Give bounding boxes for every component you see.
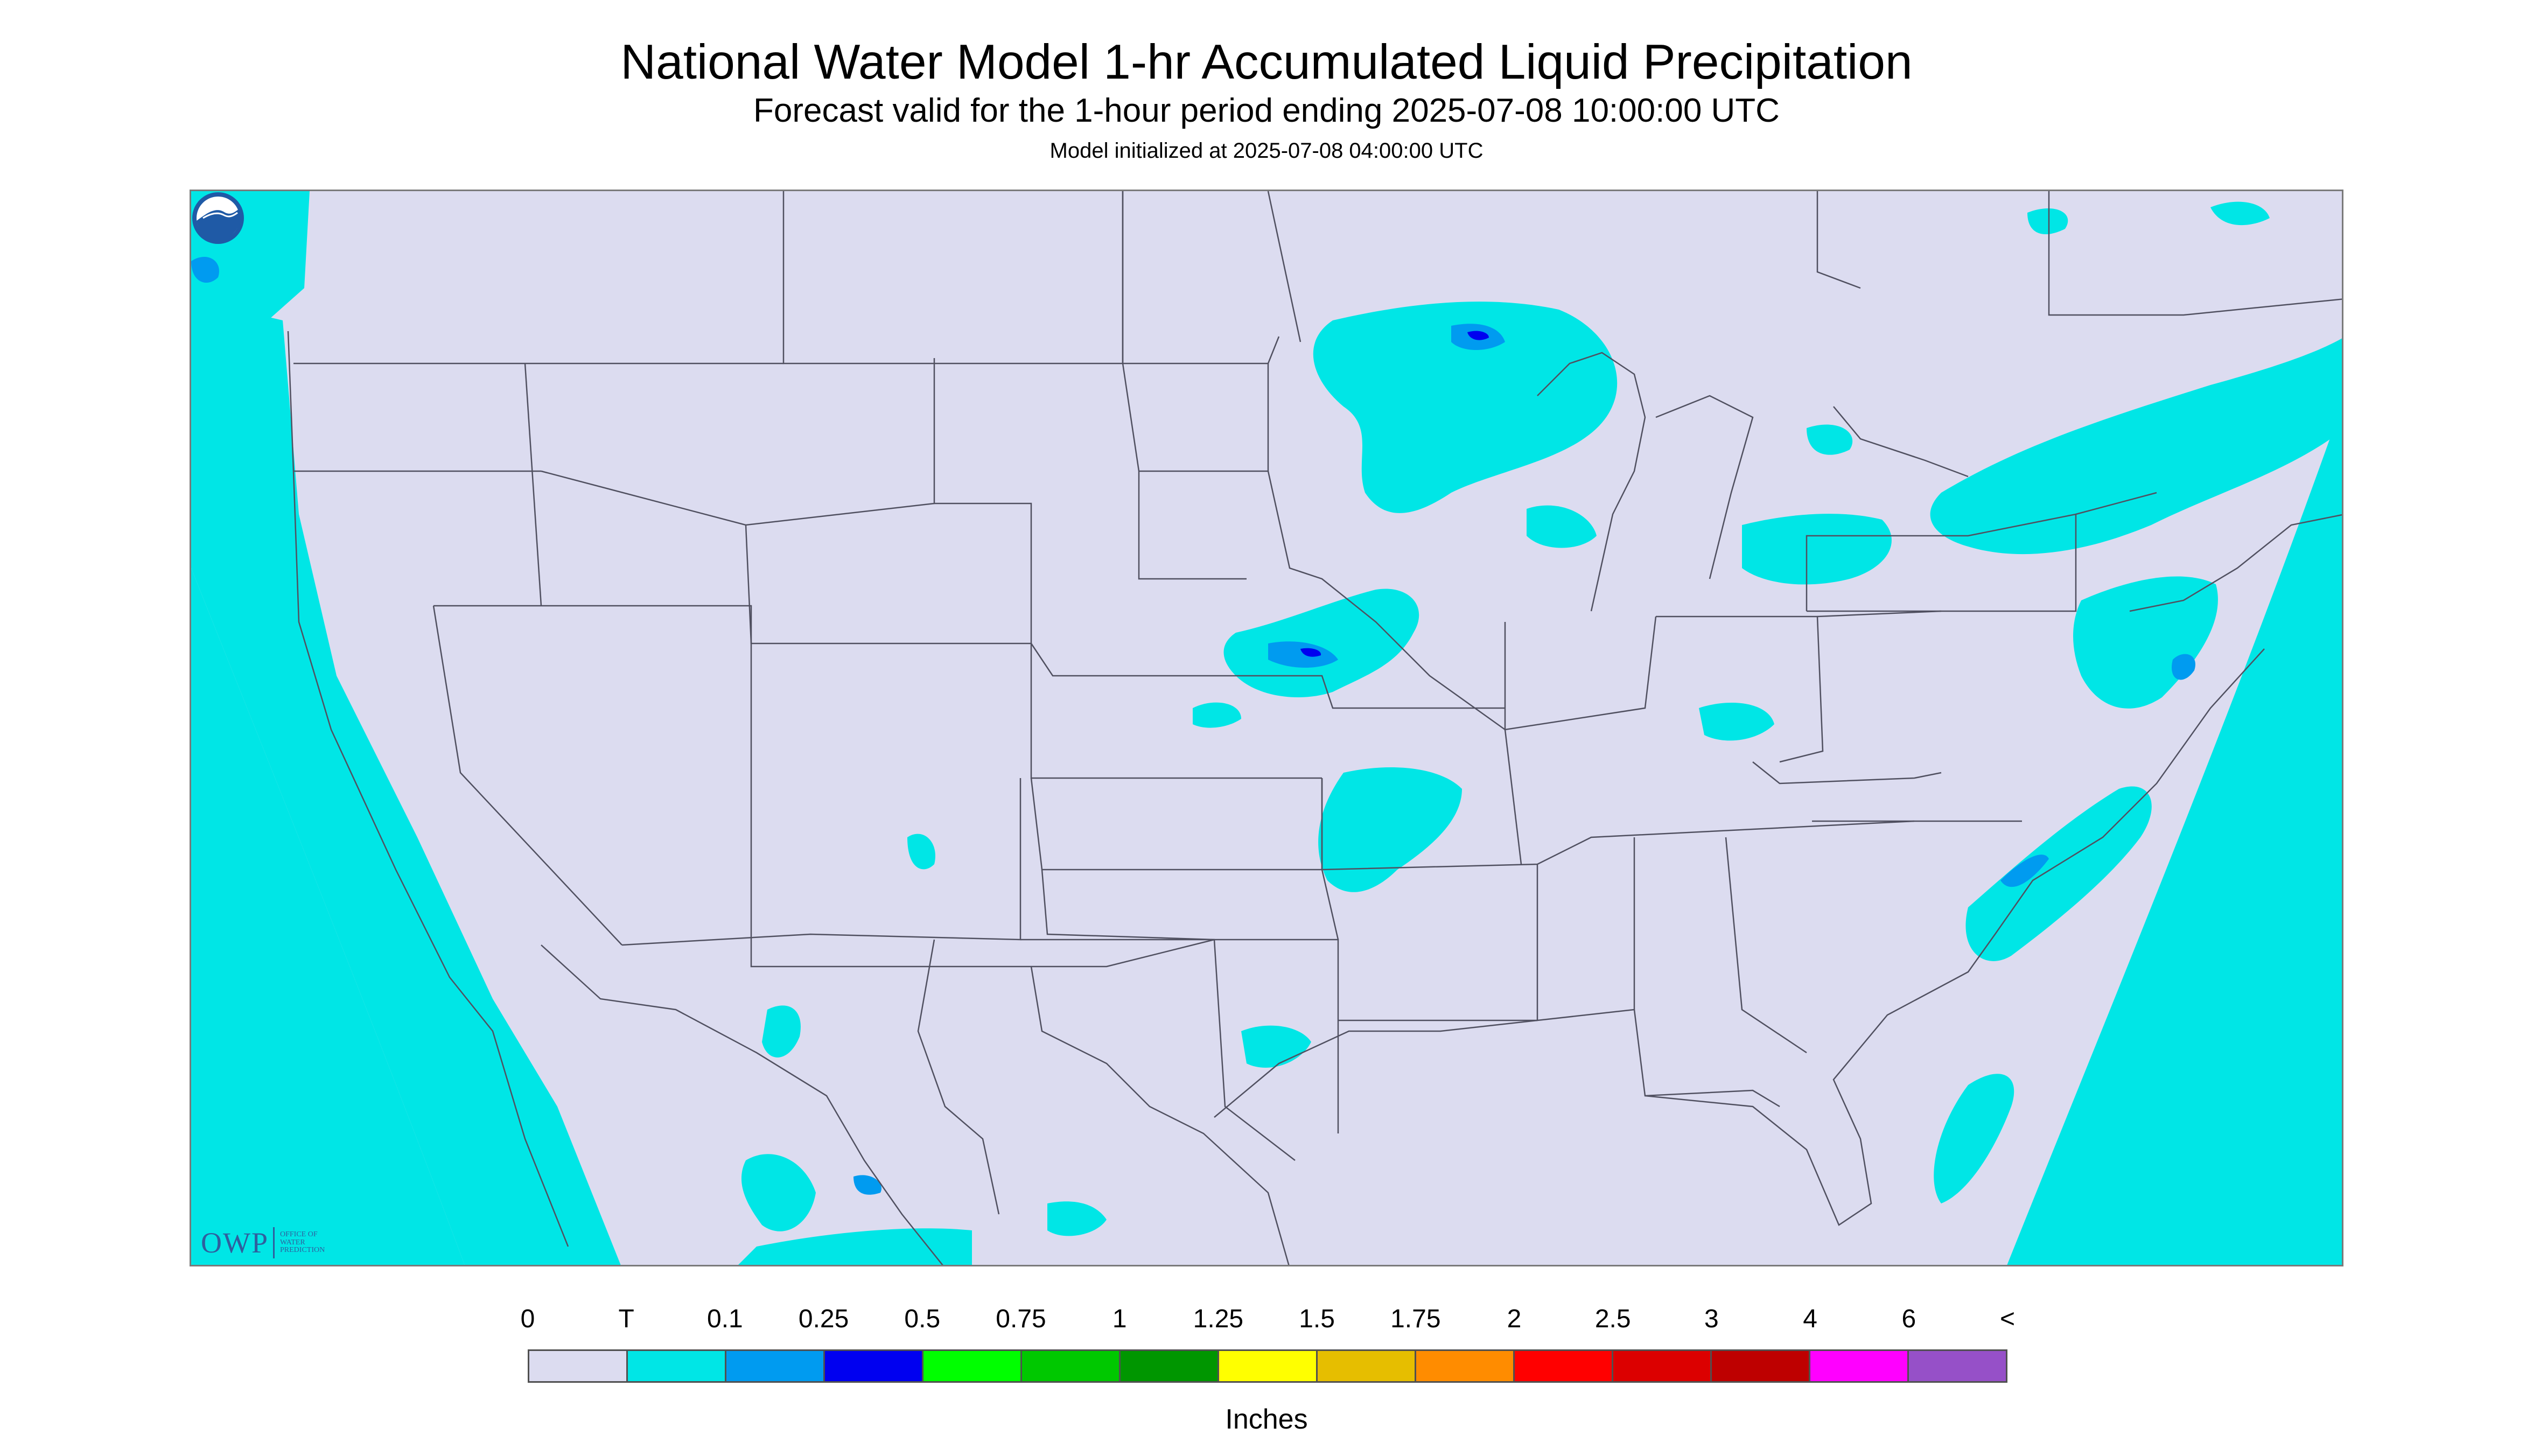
legend-tick-label: 1 <box>1112 1305 1127 1333</box>
legend-swatch <box>1020 1349 1121 1383</box>
owp-logo-text: OFFICE OF WATER PREDICTION <box>280 1230 325 1255</box>
legend-tick-label: 0.1 <box>707 1305 743 1333</box>
owp-logo: OWP OFFICE OF WATER PREDICTION <box>201 1224 339 1262</box>
chart-title: National Water Model 1-hr Accumulated Li… <box>620 35 1913 89</box>
legend-swatch <box>1809 1349 1909 1383</box>
legend-tick-label: 6 <box>1901 1305 1916 1333</box>
init-time-line: Model initialized at 2025-07-08 04:00:00… <box>1049 139 1484 163</box>
owp-logo-divider <box>273 1227 275 1258</box>
legend-swatch <box>1513 1349 1613 1383</box>
legend-swatch <box>823 1349 923 1383</box>
legend-swatch <box>528 1349 628 1383</box>
map-canvas <box>191 191 2342 1265</box>
legend-tick-label: < <box>1999 1305 2016 1333</box>
legend-tick-label: 1.5 <box>1299 1305 1335 1333</box>
outside-domain-east <box>2007 405 2342 1265</box>
legend-swatch <box>1415 1349 1515 1383</box>
precipitation-map: OWP OFFICE OF WATER PREDICTION <box>190 190 2343 1266</box>
legend-swatch <box>1316 1349 1416 1383</box>
legend-tick-label: 0 <box>520 1305 535 1333</box>
legend-tick-label: 0.25 <box>798 1305 849 1333</box>
chart-subtitle: Forecast valid for the 1-hour period end… <box>753 92 1780 129</box>
legend-swatch <box>1710 1349 1810 1383</box>
legend-swatch <box>922 1349 1022 1383</box>
legend-swatch <box>1217 1349 1318 1383</box>
legend-units-label: Inches <box>1225 1404 1308 1435</box>
legend-swatch <box>626 1349 726 1383</box>
legend-tick-label: 1.75 <box>1390 1305 1441 1333</box>
legend-tick-label: 2 <box>1507 1305 1522 1333</box>
legend-swatch <box>1907 1349 2007 1383</box>
noaa-seal-icon <box>192 192 244 244</box>
owp-logo-mark: OWP <box>201 1227 269 1259</box>
legend-tick-label: 0.5 <box>904 1305 941 1333</box>
legend-tick-label: 0.75 <box>996 1305 1046 1333</box>
outside-domain-west <box>191 191 465 1265</box>
precip-patches <box>738 201 2342 1265</box>
legend-swatch <box>1119 1349 1219 1383</box>
legend-tick-label: 4 <box>1803 1305 1817 1333</box>
legend-tick-label: 2.5 <box>1594 1305 1631 1333</box>
legend-tick-label: 1.25 <box>1193 1305 1244 1333</box>
legend-tick-label: T <box>618 1305 634 1333</box>
precip-heavier <box>191 256 2195 1195</box>
legend-tick-label: 3 <box>1704 1305 1719 1333</box>
boundary-lines <box>287 191 2342 1265</box>
legend-swatch <box>725 1349 825 1383</box>
pacific-band <box>191 299 621 1265</box>
color-legend <box>528 1349 2007 1383</box>
legend-swatch <box>1612 1349 1712 1383</box>
precip-heaviest <box>1300 331 1489 657</box>
